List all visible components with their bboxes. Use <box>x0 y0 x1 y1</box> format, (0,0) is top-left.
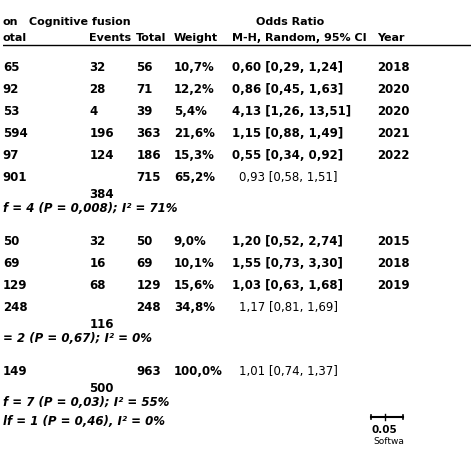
Text: 129: 129 <box>3 279 27 292</box>
Text: 1,17 [0,81, 1,69]: 1,17 [0,81, 1,69] <box>239 301 338 314</box>
Text: 2021: 2021 <box>377 128 410 140</box>
Text: 92: 92 <box>3 83 19 96</box>
Text: 4,13 [1,26, 13,51]: 4,13 [1,26, 13,51] <box>232 105 351 118</box>
Text: 97: 97 <box>3 149 19 163</box>
Text: Cognitive fusion: Cognitive fusion <box>28 17 130 27</box>
Text: 186: 186 <box>137 149 161 163</box>
Text: lf = 1 (P = 0,46), I² = 0%: lf = 1 (P = 0,46), I² = 0% <box>3 415 165 428</box>
Text: 56: 56 <box>137 61 153 74</box>
Text: 963: 963 <box>137 365 161 378</box>
Text: 2019: 2019 <box>377 279 410 292</box>
Text: 248: 248 <box>3 301 27 314</box>
Text: 28: 28 <box>90 83 106 96</box>
Text: Total: Total <box>137 33 167 43</box>
Text: 15,3%: 15,3% <box>174 149 215 163</box>
Text: 9,0%: 9,0% <box>174 235 207 248</box>
Text: 2022: 2022 <box>377 149 410 163</box>
Text: 65: 65 <box>3 61 19 74</box>
Text: 15,6%: 15,6% <box>174 279 215 292</box>
Text: otal: otal <box>3 33 27 43</box>
Text: M-H, Random, 95% CI: M-H, Random, 95% CI <box>232 33 367 43</box>
Text: 500: 500 <box>90 382 114 395</box>
Text: 149: 149 <box>3 365 27 378</box>
Text: 69: 69 <box>3 257 19 270</box>
Text: 0,60 [0,29, 1,24]: 0,60 [0,29, 1,24] <box>232 61 343 74</box>
Text: 384: 384 <box>90 188 114 201</box>
Text: 0.05: 0.05 <box>372 426 397 436</box>
Text: Events: Events <box>90 33 132 43</box>
Text: 124: 124 <box>90 149 114 163</box>
Text: 0,55 [0,34, 0,92]: 0,55 [0,34, 0,92] <box>232 149 344 163</box>
Text: 2015: 2015 <box>377 235 410 248</box>
Text: 901: 901 <box>3 172 27 184</box>
Text: 0,93 [0,58, 1,51]: 0,93 [0,58, 1,51] <box>239 172 338 184</box>
Text: 65,2%: 65,2% <box>174 172 215 184</box>
Text: f = 4 (P = 0,008); I² = 71%: f = 4 (P = 0,008); I² = 71% <box>3 202 177 215</box>
Text: 10,1%: 10,1% <box>174 257 215 270</box>
Text: Weight: Weight <box>174 33 218 43</box>
Text: 50: 50 <box>3 235 19 248</box>
Text: 594: 594 <box>3 128 27 140</box>
Text: 68: 68 <box>90 279 106 292</box>
Text: 21,6%: 21,6% <box>174 128 215 140</box>
Text: 1,03 [0,63, 1,68]: 1,03 [0,63, 1,68] <box>232 279 343 292</box>
Text: Softwa: Softwa <box>374 437 405 446</box>
Text: 10,7%: 10,7% <box>174 61 215 74</box>
Text: 0,86 [0,45, 1,63]: 0,86 [0,45, 1,63] <box>232 83 344 96</box>
Text: 196: 196 <box>90 128 114 140</box>
Text: 1,01 [0,74, 1,37]: 1,01 [0,74, 1,37] <box>239 365 338 378</box>
Text: 129: 129 <box>137 279 161 292</box>
Text: 1,15 [0,88, 1,49]: 1,15 [0,88, 1,49] <box>232 128 344 140</box>
Text: 100,0%: 100,0% <box>174 365 223 378</box>
Text: Year: Year <box>377 33 405 43</box>
Text: 50: 50 <box>137 235 153 248</box>
Text: 2018: 2018 <box>377 61 410 74</box>
Text: = 2 (P = 0,67); I² = 0%: = 2 (P = 0,67); I² = 0% <box>3 332 152 345</box>
Text: 2020: 2020 <box>377 105 410 118</box>
Text: on: on <box>3 17 18 27</box>
Text: 5,4%: 5,4% <box>174 105 207 118</box>
Text: 69: 69 <box>137 257 153 270</box>
Text: 53: 53 <box>3 105 19 118</box>
Text: 4: 4 <box>90 105 98 118</box>
Text: 34,8%: 34,8% <box>174 301 215 314</box>
Text: f = 7 (P = 0,03); I² = 55%: f = 7 (P = 0,03); I² = 55% <box>3 396 169 409</box>
Text: 39: 39 <box>137 105 153 118</box>
Text: 248: 248 <box>137 301 161 314</box>
Text: 12,2%: 12,2% <box>174 83 215 96</box>
Text: 116: 116 <box>90 318 114 331</box>
Text: Odds Ratio: Odds Ratio <box>256 17 324 27</box>
Text: 32: 32 <box>90 61 106 74</box>
Text: 16: 16 <box>90 257 106 270</box>
Text: 32: 32 <box>90 235 106 248</box>
Text: 1,20 [0,52, 2,74]: 1,20 [0,52, 2,74] <box>232 235 343 248</box>
Text: 71: 71 <box>137 83 153 96</box>
Text: 1,55 [0,73, 3,30]: 1,55 [0,73, 3,30] <box>232 257 343 270</box>
Text: 2018: 2018 <box>377 257 410 270</box>
Text: 2020: 2020 <box>377 83 410 96</box>
Text: 715: 715 <box>137 172 161 184</box>
Text: 363: 363 <box>137 128 161 140</box>
